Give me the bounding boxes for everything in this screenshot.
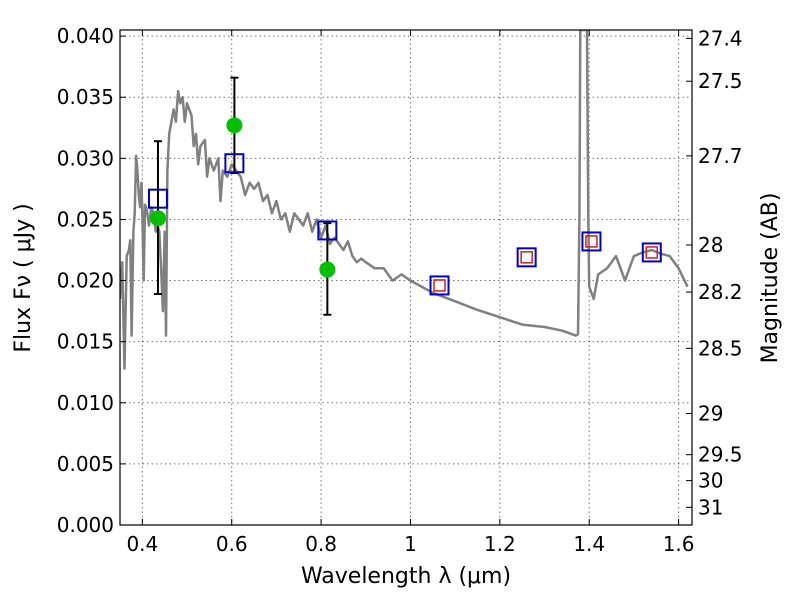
x-tick-label: 1 [404,532,417,556]
right-tick-label: 27.4 [698,26,743,50]
right-tick-label: 28 [698,233,723,257]
sed-model-line [120,30,689,370]
y-tick-label: 0.040 [57,24,114,48]
model-point-red [645,246,659,259]
y-tick-label: 0.000 [57,513,114,537]
plot-frame [119,29,693,526]
y-tick-label: 0.025 [57,207,114,231]
model-point-blue [147,188,168,209]
observed-point [226,117,243,134]
right-tick-label: 27.5 [698,69,743,93]
model-point-red [520,251,533,264]
model-point-blue [516,247,537,268]
observed-point [149,210,166,227]
x-axis-label: Wavelength λ (μm) [301,564,511,589]
y-axis-label: Flux Fν ( μJy ) [11,203,36,352]
model-point-blue [317,220,338,241]
observed-point [319,261,336,278]
y-tick-label: 0.015 [57,330,114,354]
model-point-red [433,279,446,292]
y-tick-label: 0.030 [57,146,114,170]
x-tick-label: 1.2 [484,532,516,556]
model-point-blue [581,231,602,252]
right-tick-label: 30 [698,469,723,493]
model-point-blue [224,153,245,174]
photometry-layer [147,76,662,316]
sed-model-layer [120,30,689,370]
right-tick-label: 27.7 [698,144,743,168]
x-tick-label: 0.6 [216,532,248,556]
y-tick-label: 0.005 [57,452,114,476]
x-tick-label: 1.4 [573,532,605,556]
y-tick-label: 0.020 [57,269,114,293]
x-tick-label: 0.4 [126,532,158,556]
y-tick-label: 0.035 [57,85,114,109]
axis-ticks: 0.4 0.6 0.8 1 1.2 1.4 1.6 0.000 0.005 0.010 0.015 0… [57,24,743,556]
right-tick-label: 29.5 [698,443,743,467]
model-point-red [585,235,598,248]
model-point-blue [641,242,662,263]
right-axis-label: Magnitude (AB) [758,193,783,364]
grid-lines [120,30,692,526]
right-tick-label: 28.5 [698,336,743,360]
x-tick-label: 0.8 [305,532,337,556]
right-tick-label: 31 [698,495,723,519]
y-tick-label: 0.010 [57,391,114,415]
x-tick-label: 1.6 [663,532,695,556]
right-tick-label: 29 [698,402,723,426]
model-point-blue [429,275,450,296]
right-tick-label: 28.2 [698,280,743,304]
